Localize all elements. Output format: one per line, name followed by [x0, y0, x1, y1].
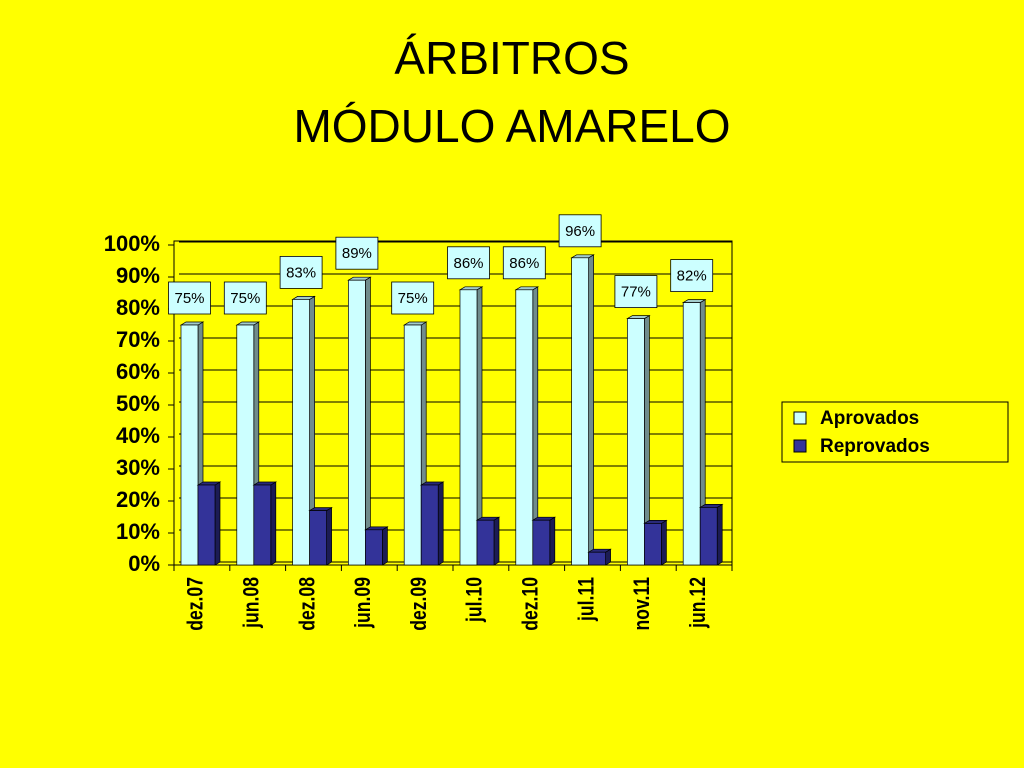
bar — [627, 318, 645, 566]
y-tick-label: 40% — [116, 423, 160, 448]
x-tick-label: dez.08 — [296, 577, 320, 631]
value-label: 86% — [509, 255, 539, 272]
bar-side — [716, 503, 723, 566]
x-tick-label: dez.07 — [184, 577, 208, 631]
value-label-box — [558, 214, 602, 248]
legend-swatch — [793, 439, 807, 453]
bar — [420, 484, 439, 566]
value-label: 77% — [621, 284, 651, 301]
chart-title: MÓDULO AMARELO — [293, 100, 730, 152]
value-label: 86% — [453, 255, 483, 272]
y-tick-label: 10% — [116, 519, 160, 544]
value-label-box — [447, 246, 490, 280]
bar — [532, 519, 551, 566]
bar — [588, 551, 606, 566]
x-tick-label: jul.11 — [575, 577, 599, 622]
bar — [682, 302, 701, 566]
x-tick-label: jun.08 — [240, 577, 264, 629]
legend — [781, 401, 1009, 463]
bar — [309, 510, 327, 566]
value-label-box — [168, 281, 211, 315]
y-tick-label: 20% — [116, 487, 160, 512]
value-label: 75% — [398, 290, 428, 307]
bar-side — [214, 481, 221, 566]
bar — [515, 289, 534, 566]
bar-side — [437, 481, 444, 566]
bar — [571, 257, 589, 566]
x-tick-label: jun.09 — [351, 577, 375, 629]
bar — [348, 279, 366, 566]
x-tick-label: dez.10 — [519, 577, 543, 631]
value-label-box — [335, 236, 379, 270]
bar-side — [661, 519, 667, 566]
bar — [699, 507, 718, 566]
value-label: 96% — [565, 223, 595, 240]
bar — [197, 484, 216, 566]
bar — [180, 324, 199, 566]
value-label-box — [614, 275, 658, 309]
bar — [253, 484, 272, 566]
x-tick-label: dez.09 — [407, 577, 431, 631]
value-label: 75% — [174, 290, 204, 307]
y-tick-label: 90% — [116, 263, 160, 288]
y-tick-label: 0% — [128, 551, 160, 576]
bar — [403, 324, 422, 566]
value-label-box — [391, 281, 435, 315]
bar-side — [326, 506, 332, 566]
x-tick-label: jul.10 — [463, 577, 487, 623]
value-label-box — [279, 255, 323, 289]
x-tick-label: jun.12 — [686, 577, 710, 629]
y-tick-label: 30% — [116, 455, 160, 480]
y-tick-label: 70% — [116, 327, 160, 352]
y-tick-label: 50% — [116, 391, 160, 416]
value-label: 89% — [342, 245, 372, 262]
bar-side — [588, 254, 594, 566]
chart-title: ÁRBITROS — [394, 32, 629, 84]
value-label: 82% — [677, 268, 707, 285]
bar — [644, 523, 662, 566]
x-tick-label: nov.11 — [630, 577, 654, 630]
bar-side — [365, 276, 371, 566]
bar — [476, 519, 495, 566]
legend-label: Aprovados — [820, 408, 919, 429]
bar-side — [382, 526, 388, 566]
value-label: 83% — [286, 264, 316, 281]
y-tick-label: 60% — [116, 359, 160, 384]
value-label: 75% — [230, 290, 260, 307]
legend-swatch — [793, 411, 807, 425]
y-tick-label: 100% — [104, 231, 160, 256]
bar-side — [493, 516, 500, 566]
bar — [365, 529, 383, 566]
value-label-box — [502, 246, 546, 280]
bar-side — [270, 481, 277, 566]
bar — [236, 324, 255, 566]
bar-side — [549, 516, 556, 566]
bar — [459, 289, 478, 566]
value-label-box — [223, 281, 267, 315]
legend-label: Reprovados — [820, 436, 930, 457]
y-tick-label: 80% — [116, 295, 160, 320]
bar — [292, 299, 310, 566]
value-label-box — [670, 259, 714, 293]
